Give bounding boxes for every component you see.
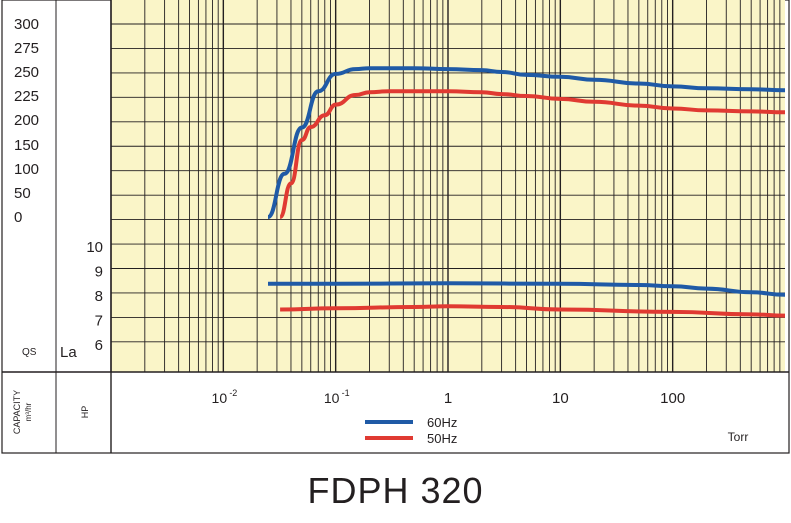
capacity-series-60Hz-line [266, 66, 786, 219]
capacity-tick-label: 225 [14, 88, 39, 105]
hp-axis-label: La [60, 344, 77, 361]
x-tick-label: 100 [660, 390, 685, 407]
hp-series-60Hz-line [268, 281, 786, 297]
x-tick-label: 10 [324, 390, 340, 406]
legend-label-50Hz: 50Hz [427, 431, 457, 446]
capacity-tick-label: 275 [14, 40, 39, 57]
hp-series-50Hz-line [280, 304, 786, 318]
x-tick-label: 1 [444, 390, 452, 407]
capacity-tick-label: 200 [14, 112, 39, 129]
capacity-tick-label: 250 [14, 64, 39, 81]
capacity-tick-label: 150 [14, 137, 39, 154]
x-tick-label: 10 [212, 390, 228, 406]
hp-tick-label: 10 [86, 239, 103, 256]
capacity-series-50Hz-line [278, 89, 786, 219]
x-unit-label: Torr [728, 430, 749, 444]
hp-row-label: HP [80, 406, 90, 419]
chart-title: FDPH 320 [307, 470, 484, 511]
legend-label-60Hz: 60Hz [427, 415, 457, 430]
x-tick-exponent: -1 [342, 388, 350, 398]
x-tick-exponent: -2 [229, 388, 237, 398]
hp-tick-label: 7 [95, 313, 103, 330]
capacity-tick-label: 50 [14, 185, 31, 202]
hp-tick-label: 9 [95, 264, 103, 281]
capacity-tick-label: 300 [14, 16, 39, 33]
capacity-row-label: CAPACITY [12, 390, 22, 434]
capacity-unit-label: m³/hr [24, 402, 33, 421]
capacity-tick-label: 0 [14, 209, 22, 226]
hp-tick-label: 6 [95, 337, 103, 354]
x-tick-label: 10 [552, 390, 569, 407]
capacity-tick-label: 100 [14, 161, 39, 178]
capacity-axis-label: QS [22, 347, 37, 358]
hp-tick-label: 8 [95, 288, 103, 305]
